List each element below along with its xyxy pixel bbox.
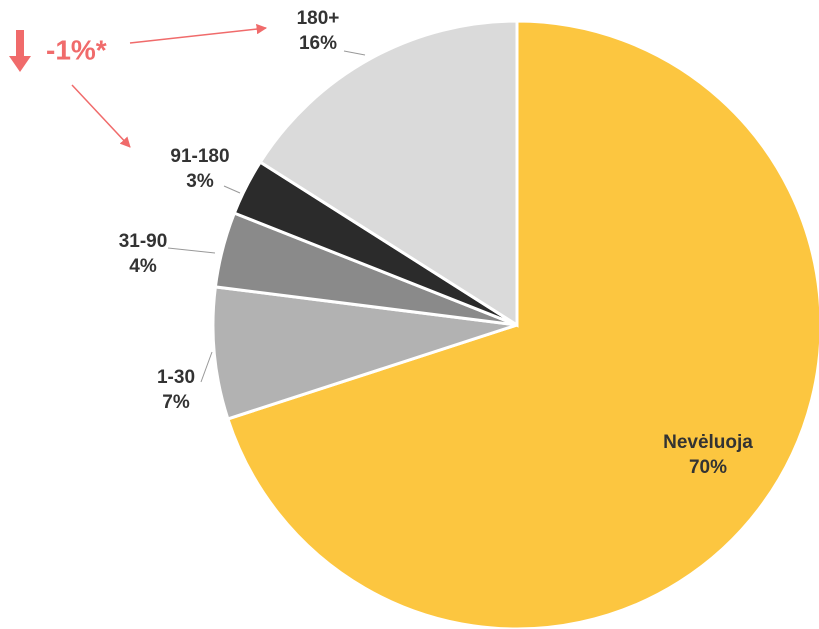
leader-line [223, 185, 241, 194]
annotation-arrow [71, 84, 131, 148]
pie-slice [211, 285, 518, 421]
slice-label: 180+ [297, 8, 340, 29]
annotation: -1%* [9, 23, 268, 148]
leader-line [167, 247, 216, 254]
slice-label: Nevėluoja [663, 432, 753, 453]
slice-label: 1-30 [157, 367, 195, 388]
slice-value-label: 3% [186, 171, 214, 192]
leader-line [343, 50, 366, 56]
down-arrow-icon [9, 30, 31, 72]
slice-value-label: 4% [129, 256, 157, 277]
annotation-text: -1%* [46, 34, 107, 65]
pie-slice [258, 19, 519, 328]
annotation-arrow [129, 23, 268, 44]
slice-label: 91-180 [170, 146, 229, 167]
slice-label: 31-90 [119, 231, 168, 252]
pie-slice [225, 19, 819, 629]
slice-value-label: 70% [689, 457, 727, 478]
slice-value-label: 7% [162, 392, 190, 413]
leader-line [200, 351, 213, 383]
slice-value-label: 16% [299, 33, 337, 54]
